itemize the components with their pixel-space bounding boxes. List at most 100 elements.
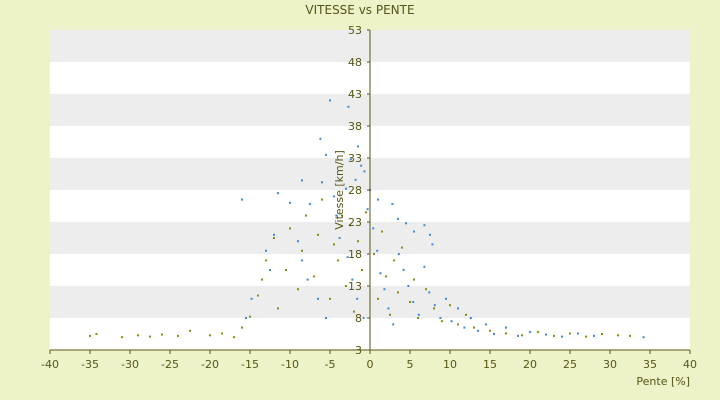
data-point-series-1: [261, 278, 263, 281]
data-point-series-1: [617, 334, 619, 337]
data-point-series-1: [537, 331, 539, 334]
data-point-series-2: [493, 333, 495, 335]
data-point-series-2: [477, 329, 479, 332]
x-tick-label: -5: [325, 358, 336, 371]
y-tick-label: 18: [348, 248, 362, 261]
data-point-series-2: [372, 227, 375, 230]
x-tick-label: 15: [483, 358, 497, 371]
data-point-series-1: [285, 269, 287, 271]
data-point-series-2: [360, 164, 363, 167]
data-point-series-1: [393, 259, 395, 262]
data-point-series-1: [89, 334, 91, 337]
y-tick-label: 13: [348, 280, 362, 293]
data-point-series-2: [325, 153, 327, 156]
data-point-series-2: [376, 249, 379, 252]
data-point-series-2: [351, 278, 354, 281]
data-point-series-1: [361, 269, 363, 271]
data-point-series-1: [297, 288, 299, 291]
x-tick-label: 10: [443, 358, 457, 371]
data-point-series-2: [517, 334, 519, 337]
data-point-series-2: [383, 288, 386, 291]
y-tick-label: 38: [348, 120, 362, 133]
data-point-series-1: [277, 307, 279, 310]
x-tick-label: 30: [603, 358, 617, 371]
data-point-series-2: [273, 233, 275, 236]
data-point-series-2: [354, 178, 357, 181]
data-point-series-1: [337, 259, 339, 262]
data-point-series-2: [297, 240, 299, 243]
data-point-series-2: [445, 297, 447, 300]
data-point-series-2: [423, 265, 426, 268]
data-point-series-2: [333, 195, 335, 198]
data-point-series-2: [577, 332, 579, 335]
data-point-series-2: [289, 201, 291, 204]
data-point-series-1: [353, 310, 355, 313]
x-tick-label: -10: [281, 358, 299, 371]
data-point-series-2: [431, 243, 434, 246]
x-tick-label: -35: [81, 358, 99, 371]
data-point-series-1: [313, 275, 315, 278]
data-point-series-1: [553, 334, 555, 337]
data-point-series-2: [325, 317, 327, 319]
data-point-series-1: [273, 237, 275, 239]
data-point-series-1: [161, 333, 163, 336]
data-point-series-1: [333, 243, 335, 246]
data-point-series-2: [439, 317, 442, 319]
data-point-series-2: [391, 203, 394, 206]
data-point-series-2: [642, 336, 645, 339]
points-layer: [89, 99, 645, 339]
data-point-series-2: [412, 301, 415, 303]
data-point-series-2: [505, 326, 507, 329]
x-ticks: -40 -35 -30 -25 -20 -15 -10 -5 0 5 10 15 20 25 30 35 40: [41, 350, 697, 371]
data-point-series-2: [319, 137, 322, 140]
data-point-series-1: [409, 301, 411, 303]
data-point-series-1: [221, 332, 223, 335]
data-point-series-1: [489, 329, 491, 332]
data-point-series-1: [149, 335, 151, 338]
data-point-series-1: [305, 214, 307, 217]
data-point-series-2: [338, 237, 341, 239]
chart-title: VITESSE vs PENTE: [305, 3, 414, 17]
y-axis-label: Vitesse [km/h]: [333, 150, 346, 230]
data-point-series-1: [601, 333, 603, 335]
data-point-series-2: [463, 326, 466, 329]
data-point-series-1: [365, 211, 367, 214]
data-point-series-2: [245, 317, 247, 319]
data-point-series-2: [429, 233, 431, 236]
x-tick-label: 0: [367, 358, 374, 371]
data-point-series-2: [423, 224, 426, 227]
data-point-series-2: [561, 335, 563, 338]
data-point-series-2: [306, 278, 309, 281]
data-point-series-1: [257, 294, 259, 297]
data-point-series-1: [397, 291, 399, 294]
data-point-series-1: [357, 240, 359, 243]
data-point-series-2: [457, 307, 459, 310]
y-tick-label: 43: [348, 88, 362, 101]
y-tick-label: 8: [355, 312, 362, 325]
x-tick-label: 25: [563, 358, 577, 371]
data-point-series-1: [465, 313, 467, 316]
data-point-series-1: [209, 334, 211, 337]
data-point-series-2: [265, 249, 267, 252]
data-point-series-1: [317, 233, 319, 236]
x-tick-label: 5: [407, 358, 414, 371]
data-point-series-1: [385, 275, 387, 278]
x-tick-label: 40: [683, 358, 697, 371]
x-tick-label: -15: [241, 358, 259, 371]
data-point-series-2: [485, 323, 487, 326]
data-point-series-2: [357, 145, 359, 148]
data-point-series-1: [189, 329, 191, 332]
x-axis-label: Pente [%]: [636, 375, 690, 388]
x-tick-label: -40: [41, 358, 59, 371]
data-point-series-1: [121, 336, 123, 339]
data-point-series-1: [373, 253, 375, 255]
data-point-series-2: [301, 179, 303, 182]
data-point-series-2: [413, 230, 415, 233]
data-point-series-1: [95, 333, 98, 335]
data-point-series-2: [397, 253, 400, 255]
data-point-series-1: [233, 336, 235, 339]
data-point-series-2: [241, 198, 243, 201]
x-tick-label: -30: [121, 358, 139, 371]
